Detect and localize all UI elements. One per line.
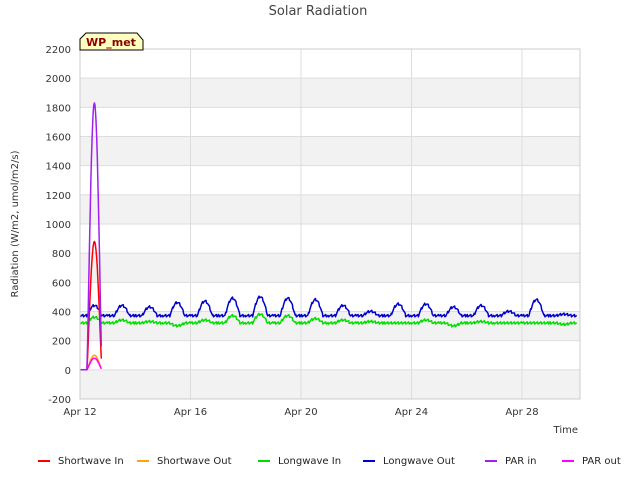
x-tick-label: Apr 16 xyxy=(174,407,207,418)
grid-band xyxy=(80,78,580,108)
y-tick-label: -200 xyxy=(48,395,71,406)
chart-title: Solar Radiation xyxy=(269,4,368,19)
x-axis-label: Time xyxy=(553,425,578,436)
grid-band xyxy=(80,253,580,283)
legend-label: PAR out xyxy=(582,456,621,467)
x-axis: Apr 12 Apr 16 Apr 20 Apr 24 Apr 28 xyxy=(63,407,538,418)
y-tick-label: 800 xyxy=(52,249,71,260)
y-tick-label: 2200 xyxy=(46,45,71,56)
y-tick-label: 1400 xyxy=(46,162,71,173)
legend-label: PAR in xyxy=(505,456,536,467)
y-tick-label: 1600 xyxy=(46,133,71,144)
y-tick-label: 1200 xyxy=(46,191,71,202)
grid-band xyxy=(80,136,580,166)
x-tick-label: Apr 24 xyxy=(395,407,428,418)
y-axis: -200 0 200 400 600 800 1000 1200 1400 1600 1800 200… xyxy=(46,45,71,406)
y-tick-label: 1800 xyxy=(46,103,71,114)
badge-box xyxy=(79,32,144,51)
legend-label: Shortwave Out xyxy=(157,456,232,467)
y-tick-label: 600 xyxy=(52,278,71,289)
grid xyxy=(79,48,580,400)
series-line-longwave-out xyxy=(79,295,578,318)
x-tick-label: Apr 28 xyxy=(505,407,538,418)
grid-band xyxy=(80,282,580,312)
y-tick-label: 200 xyxy=(52,337,71,348)
series-line-par-in xyxy=(79,102,103,371)
x-tick-label: Apr 20 xyxy=(284,407,317,418)
series-lines xyxy=(79,102,578,371)
grid-band xyxy=(80,49,580,79)
grid-band xyxy=(80,340,580,370)
y-tick-label: 2000 xyxy=(46,74,71,85)
y-tick-label: 1000 xyxy=(46,220,71,231)
y-tick-label: 400 xyxy=(52,308,71,319)
y-axis-label: Radiation (W/m2, umol/m2/s) xyxy=(10,150,21,297)
y-tick-label: 0 xyxy=(65,366,71,377)
grid-band xyxy=(80,165,580,195)
legend-label: Longwave Out xyxy=(383,456,455,467)
plot-frame xyxy=(79,48,581,400)
legend: Shortwave In Shortwave Out Longwave In Long… xyxy=(38,456,621,467)
station-badge: WP_met xyxy=(79,32,144,51)
series-line-longwave-in xyxy=(79,312,578,328)
legend-label: Longwave In xyxy=(278,456,341,467)
grid-band xyxy=(80,369,580,399)
badge-label: WP_met xyxy=(86,36,136,49)
grid-band xyxy=(80,224,580,254)
grid-band xyxy=(80,194,580,224)
x-tick-label: Apr 12 xyxy=(63,407,96,418)
plot-background xyxy=(80,49,580,399)
grid-band xyxy=(80,107,580,137)
legend-label: Shortwave In xyxy=(58,456,124,467)
